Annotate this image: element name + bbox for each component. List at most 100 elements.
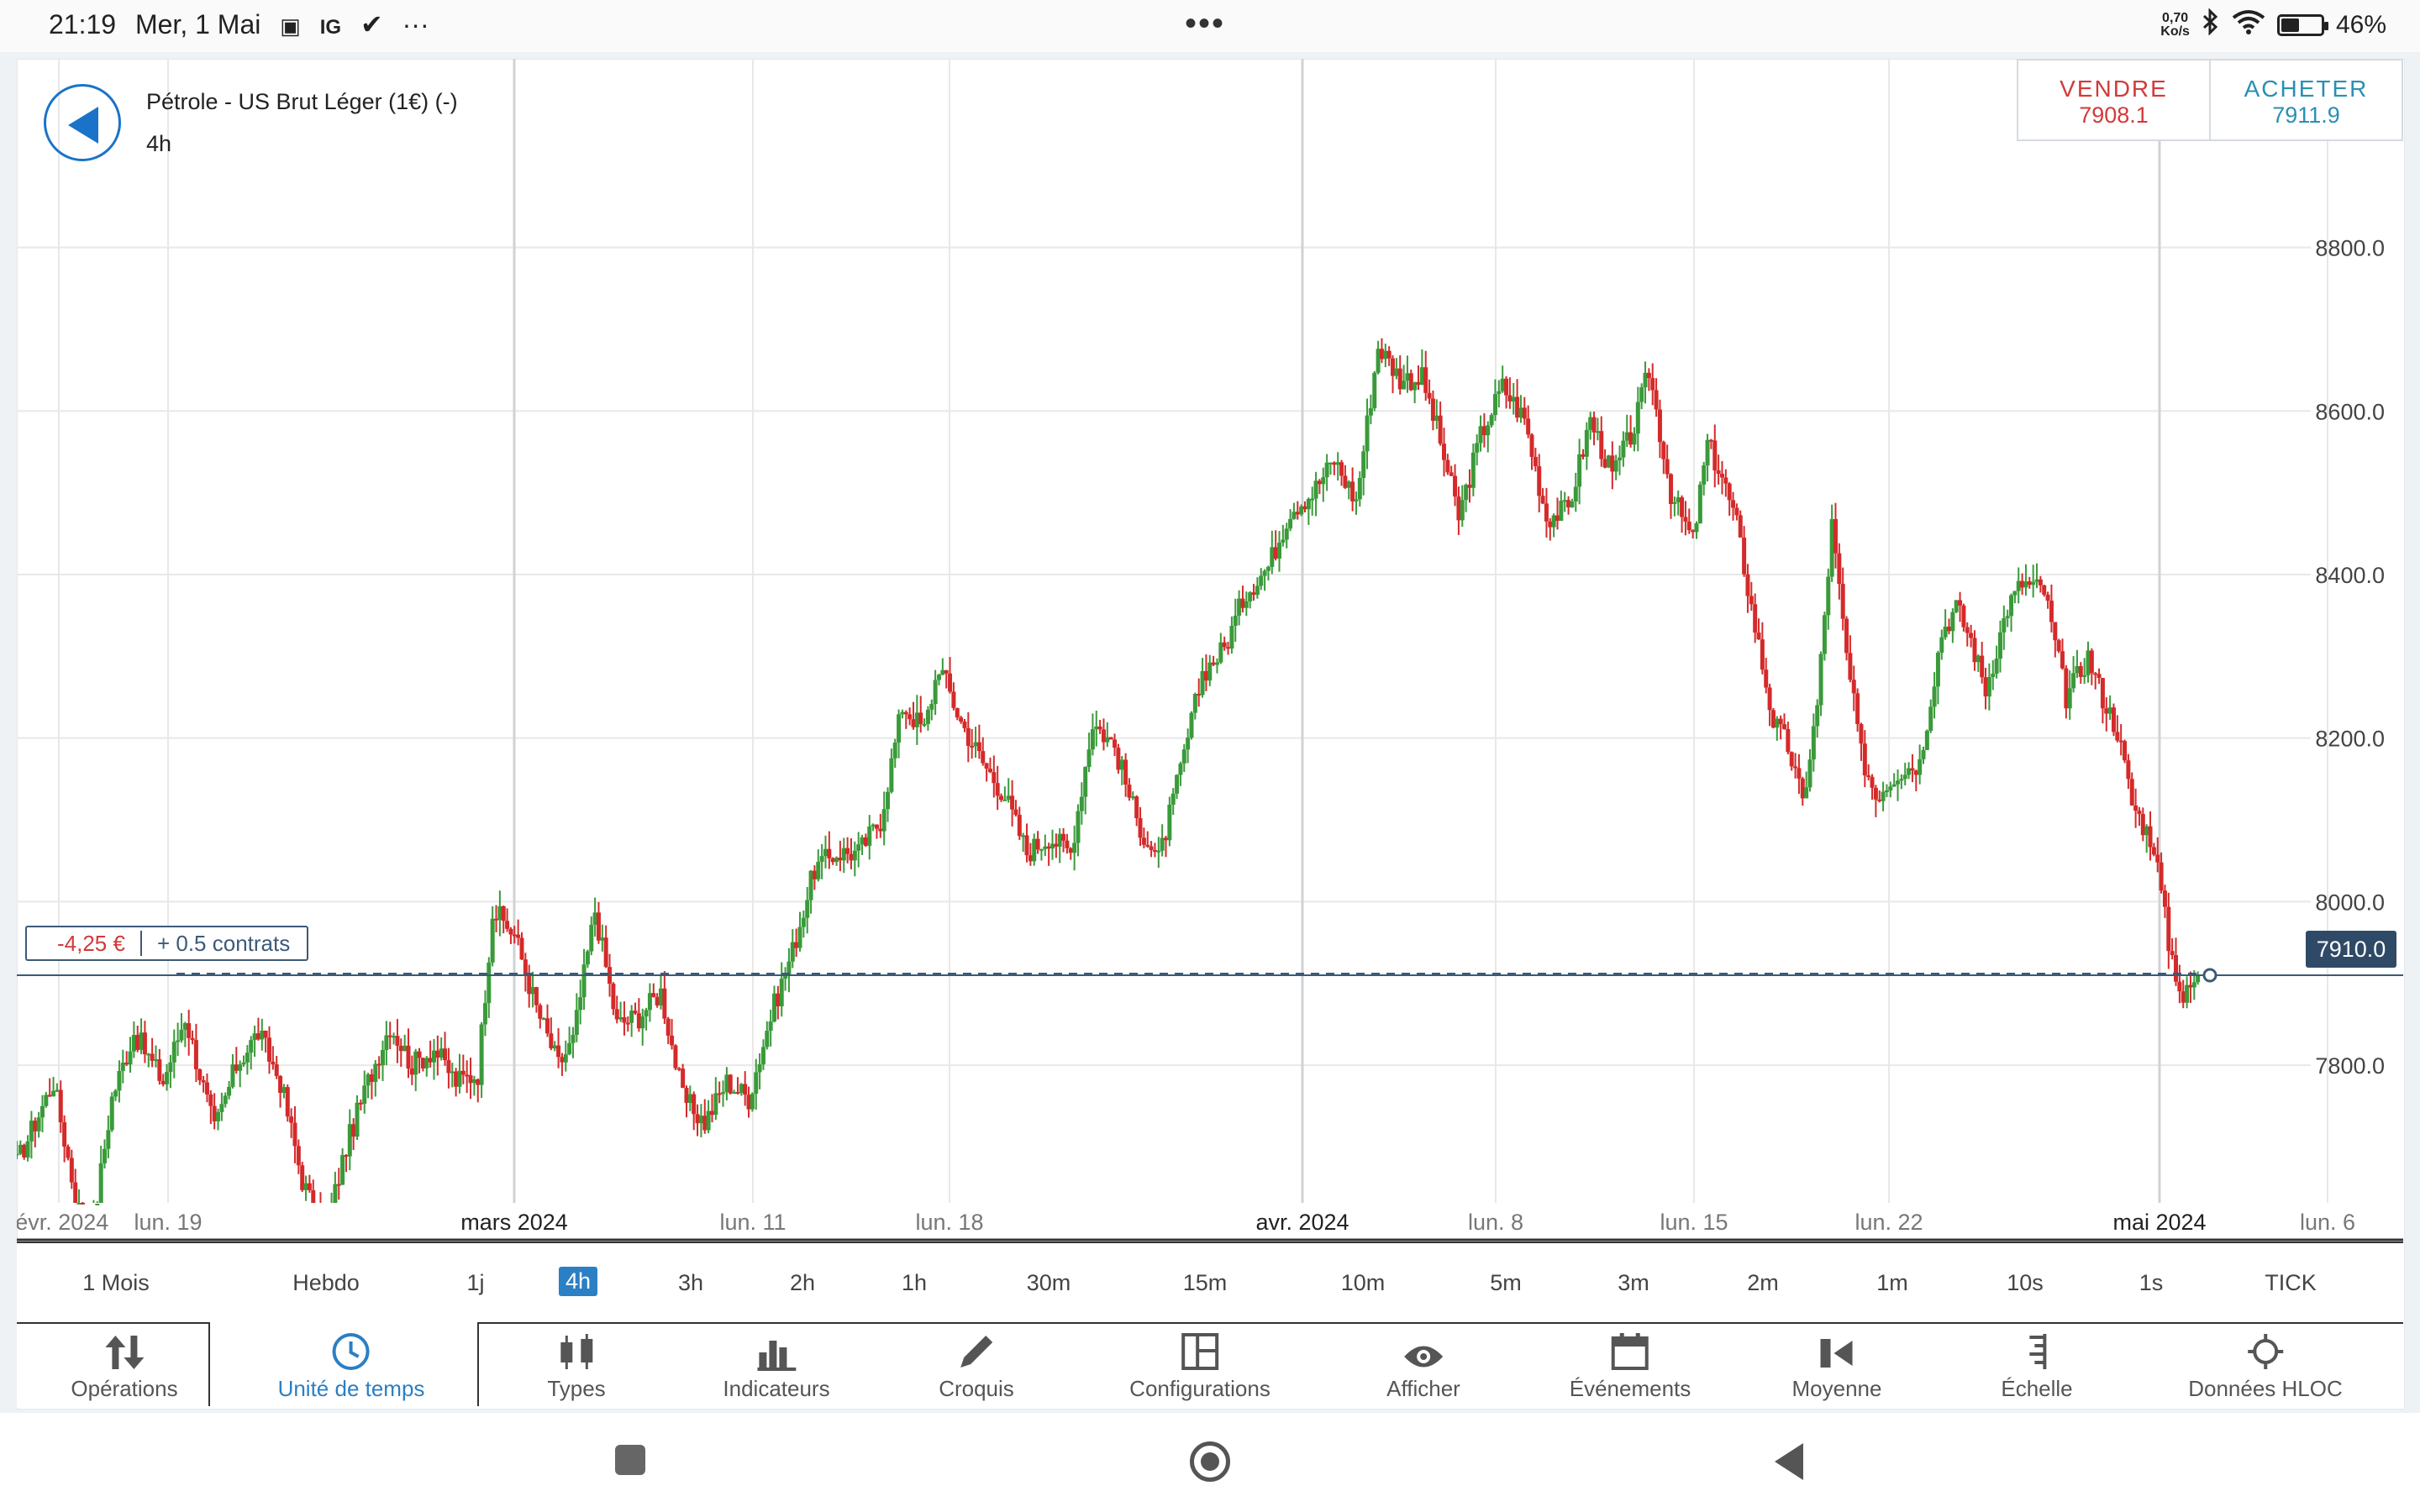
indicators-button[interactable]: Indicateurs	[723, 1326, 830, 1410]
recent-apps-button[interactable]	[615, 1445, 645, 1475]
candle-body	[1881, 791, 1886, 801]
candle-body	[922, 723, 927, 726]
timeframe-option-15m[interactable]: 15m	[1182, 1270, 1228, 1295]
candle-body	[344, 1155, 349, 1158]
price-chart[interactable]: 8800.0 8600.0 8400.0 8200.0 8000.0 7800.0 févr…	[17, 59, 2403, 1242]
candle-body	[1039, 848, 1044, 851]
candle-body	[892, 743, 897, 759]
timeframe-option-1h[interactable]: 1h	[901, 1270, 928, 1295]
candle-body	[914, 712, 919, 727]
candle-body	[358, 1102, 363, 1105]
candle-body	[197, 1068, 203, 1080]
candle-body	[366, 1074, 371, 1086]
candle-body	[552, 1045, 557, 1049]
candle-body	[1734, 507, 1739, 516]
candle-body	[1097, 726, 1102, 730]
candle-body	[900, 711, 905, 715]
candle-body	[402, 1045, 408, 1052]
candle-body	[786, 961, 792, 975]
types-button[interactable]: Types	[547, 1326, 606, 1410]
timeframe-option-tick[interactable]: TICK	[2265, 1270, 2317, 1295]
candle-body	[271, 1061, 276, 1065]
candle-body	[644, 1010, 649, 1017]
candle-body	[201, 1079, 206, 1083]
candle-body	[2075, 666, 2080, 674]
configurations-button[interactable]: Configurations	[1129, 1326, 1270, 1410]
candle-body	[1489, 415, 1494, 426]
timeframe-option-4h[interactable]: 4h	[558, 1267, 598, 1296]
candle-body	[153, 1059, 158, 1062]
candle-body	[296, 1146, 301, 1166]
timeframe-option-2m[interactable]: 2m	[1747, 1270, 1779, 1295]
candle-body	[662, 988, 667, 1019]
position-tag[interactable]: -4,25 € + 0.5 contrats	[25, 926, 309, 961]
operations-button[interactable]: Opérations	[71, 1326, 178, 1410]
timeframe-option-10m[interactable]: 10m	[1340, 1270, 1386, 1295]
candle-body	[549, 1033, 554, 1049]
timeframe-option-hebdo[interactable]: Hebdo	[292, 1270, 360, 1295]
timeframe-option-5m[interactable]: 5m	[1490, 1270, 1522, 1295]
timeframe-option-10s[interactable]: 10s	[2007, 1270, 2044, 1295]
display-button[interactable]: Afficher	[1386, 1326, 1460, 1410]
clock-icon	[333, 1333, 370, 1370]
candle-body	[1767, 687, 1772, 711]
candle-body	[124, 1063, 129, 1065]
candle-body	[1913, 770, 1918, 775]
candle-body	[1134, 796, 1139, 819]
timeframe-option-2h[interactable]: 2h	[789, 1270, 816, 1295]
timeframe-option-3m[interactable]: 3m	[1618, 1270, 1649, 1295]
candle-body	[1837, 553, 1842, 585]
sketch-button[interactable]: Croquis	[939, 1326, 1014, 1410]
hloc-data-button[interactable]: Données HLOC	[2188, 1326, 2343, 1410]
candle-body	[1833, 518, 1838, 554]
candle-body	[443, 1048, 448, 1061]
candle-body	[1624, 432, 1629, 441]
candle-body	[263, 1031, 268, 1038]
candle-body	[1902, 774, 1907, 780]
candle-body	[1497, 391, 1502, 395]
candle-body	[797, 927, 802, 948]
candle-body	[1156, 850, 1161, 853]
buy-button[interactable]: ACHETER 7911.9	[2211, 60, 2402, 139]
candle-body	[1357, 478, 1362, 500]
candle-body	[651, 993, 656, 998]
candle-body	[1149, 846, 1154, 850]
timeframe-option-1s[interactable]: 1s	[2139, 1270, 2164, 1295]
timeframe-option-1j[interactable]: 1j	[466, 1270, 485, 1295]
back-button[interactable]	[44, 84, 121, 161]
candle-body	[860, 837, 865, 845]
events-button[interactable]: Événements	[1570, 1326, 1691, 1410]
candle-body	[1090, 729, 1095, 750]
candle-body	[1826, 576, 1831, 616]
candle-body	[849, 853, 854, 861]
candle-body	[373, 1063, 378, 1083]
candle-body	[940, 669, 945, 675]
candle-body	[1972, 638, 1977, 663]
candle-body	[541, 1018, 546, 1021]
candle-body	[2009, 595, 2014, 617]
average-button[interactable]: Moyenne	[1792, 1326, 1881, 1410]
sell-button[interactable]: VENDRE 7908.1	[2018, 60, 2211, 139]
candle-body	[289, 1116, 294, 1123]
candle-body	[1862, 743, 1867, 776]
timeframe-tab[interactable]: Unité de temps	[278, 1326, 424, 1410]
candle-body	[1288, 518, 1293, 529]
candle-body	[1119, 759, 1124, 770]
scale-button[interactable]: Échelle	[2001, 1326, 2073, 1410]
candle-body	[1500, 378, 1505, 391]
candle-body	[1522, 407, 1527, 419]
timeframe-option-30m[interactable]: 30m	[1026, 1270, 1071, 1295]
candle-body	[1804, 787, 1809, 799]
multi-window-handle[interactable]: •••	[1185, 5, 1226, 42]
timeframe-option-3h[interactable]: 3h	[677, 1270, 704, 1295]
candle-body	[992, 772, 997, 784]
system-back-button[interactable]	[1775, 1443, 1803, 1480]
candle-body	[823, 848, 828, 857]
timeframe-option-1m[interactable]: 1m	[1876, 1270, 1908, 1295]
home-button[interactable]	[1190, 1441, 1230, 1482]
candle-body	[1175, 774, 1180, 794]
timeframe-option-1-mois[interactable]: 1 Mois	[82, 1270, 150, 1295]
candle-body	[1822, 615, 1827, 654]
candle-body	[1573, 486, 1578, 502]
candle-body	[1632, 433, 1637, 445]
